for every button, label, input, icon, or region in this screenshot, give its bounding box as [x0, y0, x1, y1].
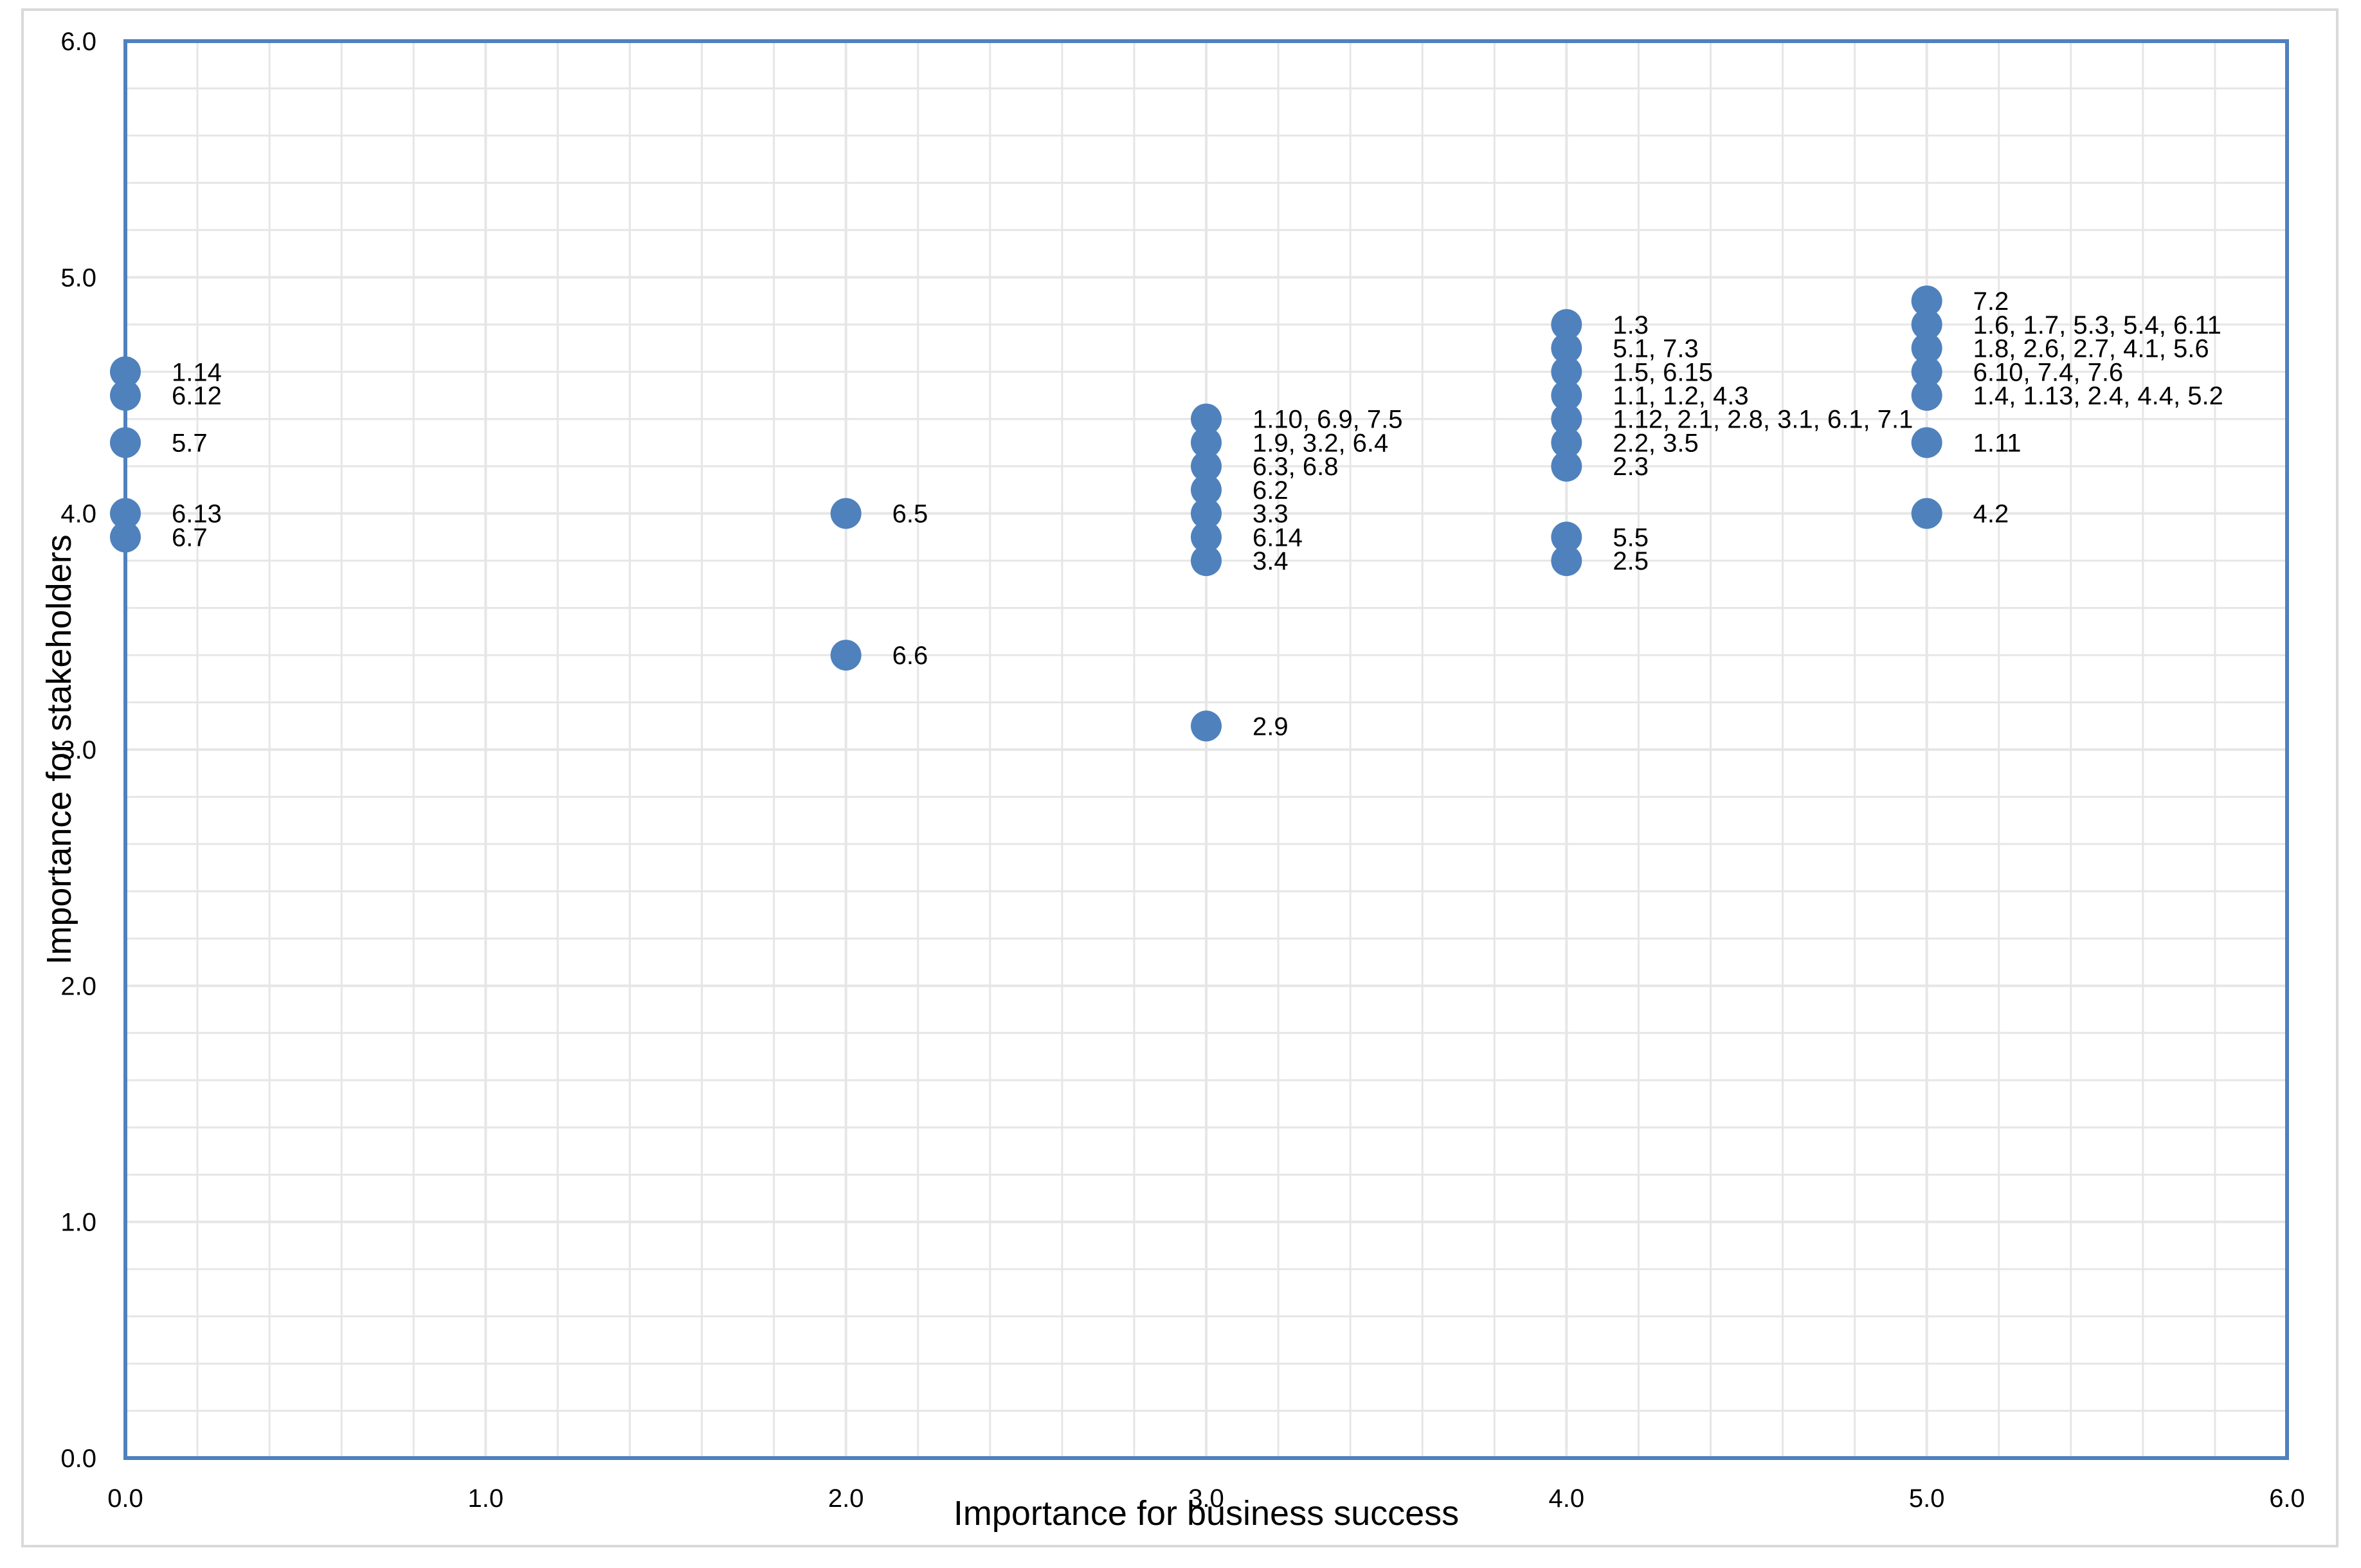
x-tick-label: 1.0 [468, 1484, 504, 1513]
data-point [110, 521, 141, 553]
data-label: 3.4 [1253, 547, 1289, 575]
x-tick-label: 5.0 [1909, 1484, 1945, 1513]
data-point [1911, 427, 1942, 458]
data-label: 4.2 [1973, 500, 2009, 528]
data-label: 2.3 [1613, 453, 1649, 481]
data-label: 1.11 [1973, 429, 2022, 457]
data-label: 1.5, 6.15 [1613, 358, 1713, 386]
data-label: 6.6 [892, 642, 928, 670]
axis-tick-labels: 0.0 1.0 2.0 3.0 4.0 5.0 6.0 0.0 1.0 2.0 3.0 4.0 5.0 6… [60, 28, 2304, 1513]
data-label: 2.2, 3.5 [1613, 429, 1698, 457]
data-label: 3.3 [1253, 500, 1289, 528]
data-label: 1.3 [1613, 311, 1649, 339]
data-label: 6.7 [172, 523, 208, 552]
data-point [110, 498, 141, 529]
data-point [1911, 285, 1942, 317]
data-point [1191, 498, 1222, 529]
data-label: 2.9 [1253, 712, 1289, 741]
data-point [830, 498, 862, 529]
data-labels: 1.146.125.76.136.76.56.61.10, 6.9, 7.51.… [172, 287, 2223, 741]
data-label: 1.6, 1.7, 5.3, 5.4, 6.11 [1973, 311, 2221, 339]
data-label: 1.10, 6.9, 7.5 [1253, 406, 1403, 434]
data-point [1191, 474, 1222, 505]
data-point [1551, 309, 1582, 340]
data-point [1551, 521, 1582, 553]
x-tick-label: 0.0 [107, 1484, 143, 1513]
y-axis-title: Importance for stakeholders [40, 534, 78, 964]
data-point [1191, 710, 1222, 742]
data-point [1911, 380, 1942, 411]
y-tick-label: 1.0 [60, 1209, 96, 1237]
data-label: 5.1, 7.3 [1613, 335, 1698, 363]
y-tick-label: 4.0 [60, 500, 96, 528]
plot-area-border [123, 39, 2289, 1460]
data-point [1191, 427, 1222, 458]
y-tick-label: 6.0 [60, 28, 96, 56]
data-label: 6.12 [172, 382, 222, 410]
data-label: 1.12, 2.1, 2.8, 3.1, 6.1, 7.1 [1613, 406, 1913, 434]
data-label: 6.14 [1253, 523, 1303, 552]
data-label: 1.8, 2.6, 2.7, 4.1, 5.6 [1973, 335, 2209, 363]
data-label: 1.4, 1.13, 2.4, 4.4, 5.2 [1973, 382, 2223, 410]
data-point [1911, 332, 1942, 364]
data-label: 6.2 [1253, 476, 1289, 505]
y-tick-label: 0.0 [60, 1445, 96, 1473]
data-point [1551, 545, 1582, 577]
data-label: 2.5 [1613, 547, 1649, 575]
data-point [1191, 521, 1222, 553]
data-label: 6.13 [172, 500, 222, 528]
x-tick-label: 4.0 [1549, 1484, 1585, 1513]
data-point [1911, 356, 1942, 388]
data-label: 6.10, 7.4, 7.6 [1973, 358, 2124, 386]
data-point [110, 427, 141, 458]
data-point [110, 380, 141, 411]
data-point [1191, 451, 1222, 482]
data-point [830, 640, 862, 671]
data-point [1191, 403, 1222, 435]
x-axis-title: Importance for business success [954, 1494, 1459, 1533]
data-label: 1.9, 3.2, 6.4 [1253, 429, 1388, 457]
data-point [1911, 309, 1942, 340]
data-point [1551, 332, 1582, 364]
chart-outer-border [21, 8, 2338, 1547]
x-tick-label: 6.0 [2269, 1484, 2305, 1513]
x-tick-label: 2.0 [828, 1484, 864, 1513]
data-label: 1.14 [172, 358, 222, 386]
data-points [110, 285, 1942, 742]
data-point [1551, 356, 1582, 388]
data-point [1191, 545, 1222, 577]
y-tick-label: 5.0 [60, 264, 96, 292]
data-point [1551, 427, 1582, 458]
data-label: 1.1, 1.2, 4.3 [1613, 382, 1748, 410]
data-label: 7.2 [1973, 287, 2009, 316]
data-label: 5.7 [172, 429, 208, 457]
data-point [110, 356, 141, 388]
y-tick-label: 2.0 [60, 972, 96, 1000]
data-point [1911, 498, 1942, 529]
data-point [1551, 403, 1582, 435]
y-tick-label: 3.0 [60, 736, 96, 764]
data-label: 6.5 [892, 500, 928, 528]
data-point [1551, 380, 1582, 411]
data-point [1551, 451, 1582, 482]
x-tick-label: 3.0 [1188, 1484, 1224, 1513]
data-label: 5.5 [1613, 523, 1649, 552]
data-label: 6.3, 6.8 [1253, 453, 1338, 481]
